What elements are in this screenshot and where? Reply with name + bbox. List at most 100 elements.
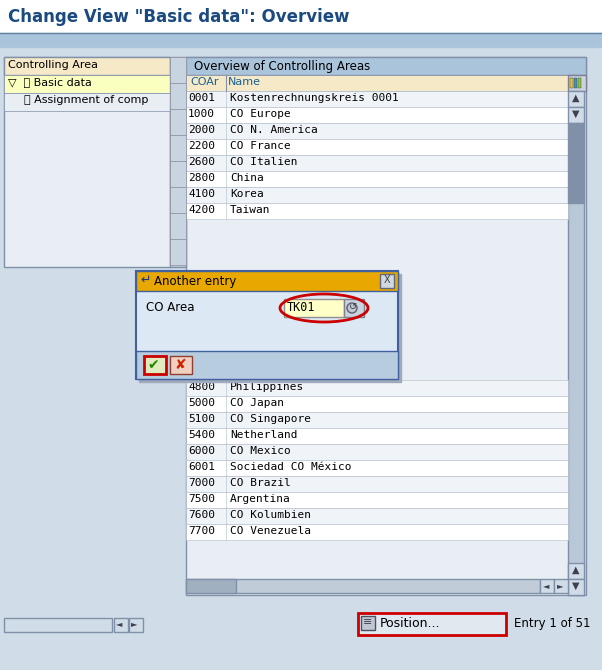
Bar (380, 274, 394, 288)
Text: ▼: ▼ (572, 109, 580, 119)
Text: 5000: 5000 (188, 398, 215, 408)
Bar (114, 618, 128, 632)
Text: 2200: 2200 (188, 141, 215, 151)
Bar (186, 460, 568, 476)
Text: Controlling Area: Controlling Area (8, 60, 98, 70)
Text: ▽  📂 Basic data: ▽ 📂 Basic data (8, 77, 92, 87)
Bar (139, 274, 401, 382)
Bar (568, 107, 584, 123)
Bar (361, 616, 375, 630)
Bar (578, 78, 581, 88)
Text: 0001: 0001 (188, 93, 215, 103)
Text: CO Japan: CO Japan (230, 398, 284, 408)
Bar (186, 476, 568, 492)
Bar (186, 444, 568, 460)
Bar (186, 187, 568, 203)
Text: Korea: Korea (230, 189, 264, 199)
Text: CO Singapore: CO Singapore (230, 414, 311, 424)
Bar (186, 492, 568, 508)
Text: CO France: CO France (230, 141, 291, 151)
Bar (170, 109, 186, 135)
Text: ◄: ◄ (116, 619, 122, 628)
Text: Change View "Basic data": Overview: Change View "Basic data": Overview (8, 8, 350, 26)
Text: CO Area: CO Area (146, 301, 194, 314)
Text: ✔: ✔ (147, 358, 158, 372)
Bar (186, 75, 568, 91)
Text: ▲: ▲ (572, 565, 580, 575)
Bar (4, 57, 170, 267)
Bar (568, 75, 586, 91)
Text: CO Brazil: CO Brazil (230, 478, 291, 488)
Text: CO Kolumbien: CO Kolumbien (230, 510, 311, 520)
Bar (170, 57, 186, 83)
Bar (136, 351, 398, 379)
Text: 6001: 6001 (188, 462, 215, 472)
Text: X: X (384, 275, 391, 285)
Bar (186, 428, 568, 444)
Bar (554, 579, 568, 593)
Text: ✘: ✘ (174, 358, 185, 372)
Text: 5100: 5100 (188, 414, 215, 424)
Text: 7500: 7500 (188, 494, 215, 504)
Text: Argentina: Argentina (230, 494, 291, 504)
Bar (284, 299, 344, 317)
Bar (358, 613, 506, 635)
Text: 2800: 2800 (188, 173, 215, 183)
Bar (170, 83, 186, 109)
Bar (540, 579, 554, 593)
Text: Entry 1 of 51: Entry 1 of 51 (514, 617, 591, 630)
Bar (574, 78, 577, 88)
Text: Philippines: Philippines (230, 382, 304, 392)
Bar (568, 579, 584, 595)
Text: 4800: 4800 (188, 382, 215, 392)
Text: 7000: 7000 (188, 478, 215, 488)
Bar (186, 107, 568, 123)
Text: ►: ► (557, 581, 563, 590)
Text: ▼: ▼ (572, 581, 580, 591)
Text: CO N. America: CO N. America (230, 125, 318, 135)
Bar (186, 203, 568, 219)
Bar (0, 0, 602, 33)
Text: CO Venezuela: CO Venezuela (230, 526, 311, 536)
Text: TK01: TK01 (287, 301, 315, 314)
Bar (170, 187, 186, 213)
Text: 5400: 5400 (188, 430, 215, 440)
Text: 4200: 4200 (188, 205, 215, 215)
Text: ≡: ≡ (363, 617, 373, 627)
Bar (4, 57, 170, 75)
Text: 2000: 2000 (188, 125, 215, 135)
Bar (568, 563, 584, 579)
Text: Kostenrechnungskreis 0001: Kostenrechnungskreis 0001 (230, 93, 399, 103)
Text: 4100: 4100 (188, 189, 215, 199)
Bar (4, 75, 170, 93)
Bar (186, 396, 568, 412)
Bar (344, 299, 364, 317)
Bar (568, 123, 584, 203)
Bar (186, 579, 540, 593)
Text: Taiwan: Taiwan (230, 205, 270, 215)
Bar (186, 123, 568, 139)
Text: 2600: 2600 (188, 157, 215, 167)
Bar (4, 93, 170, 111)
Text: Name: Name (228, 77, 261, 87)
Bar (186, 139, 568, 155)
Bar (186, 57, 586, 75)
Text: 📁 Assignment of comp: 📁 Assignment of comp (24, 95, 148, 105)
Text: CO Europe: CO Europe (230, 109, 291, 119)
Bar (186, 508, 568, 524)
Bar (170, 57, 186, 267)
Bar (186, 412, 568, 428)
Bar (568, 91, 584, 107)
Text: Netherland: Netherland (230, 430, 297, 440)
Bar (136, 271, 398, 291)
Text: ↺: ↺ (349, 302, 357, 312)
Bar (186, 155, 568, 171)
Text: ↵: ↵ (140, 274, 150, 287)
Bar (186, 524, 568, 540)
Bar (170, 356, 192, 374)
Text: Another entry: Another entry (154, 275, 237, 288)
Bar (186, 91, 568, 107)
Bar (186, 380, 568, 396)
Bar (186, 579, 236, 593)
Bar (186, 171, 568, 187)
